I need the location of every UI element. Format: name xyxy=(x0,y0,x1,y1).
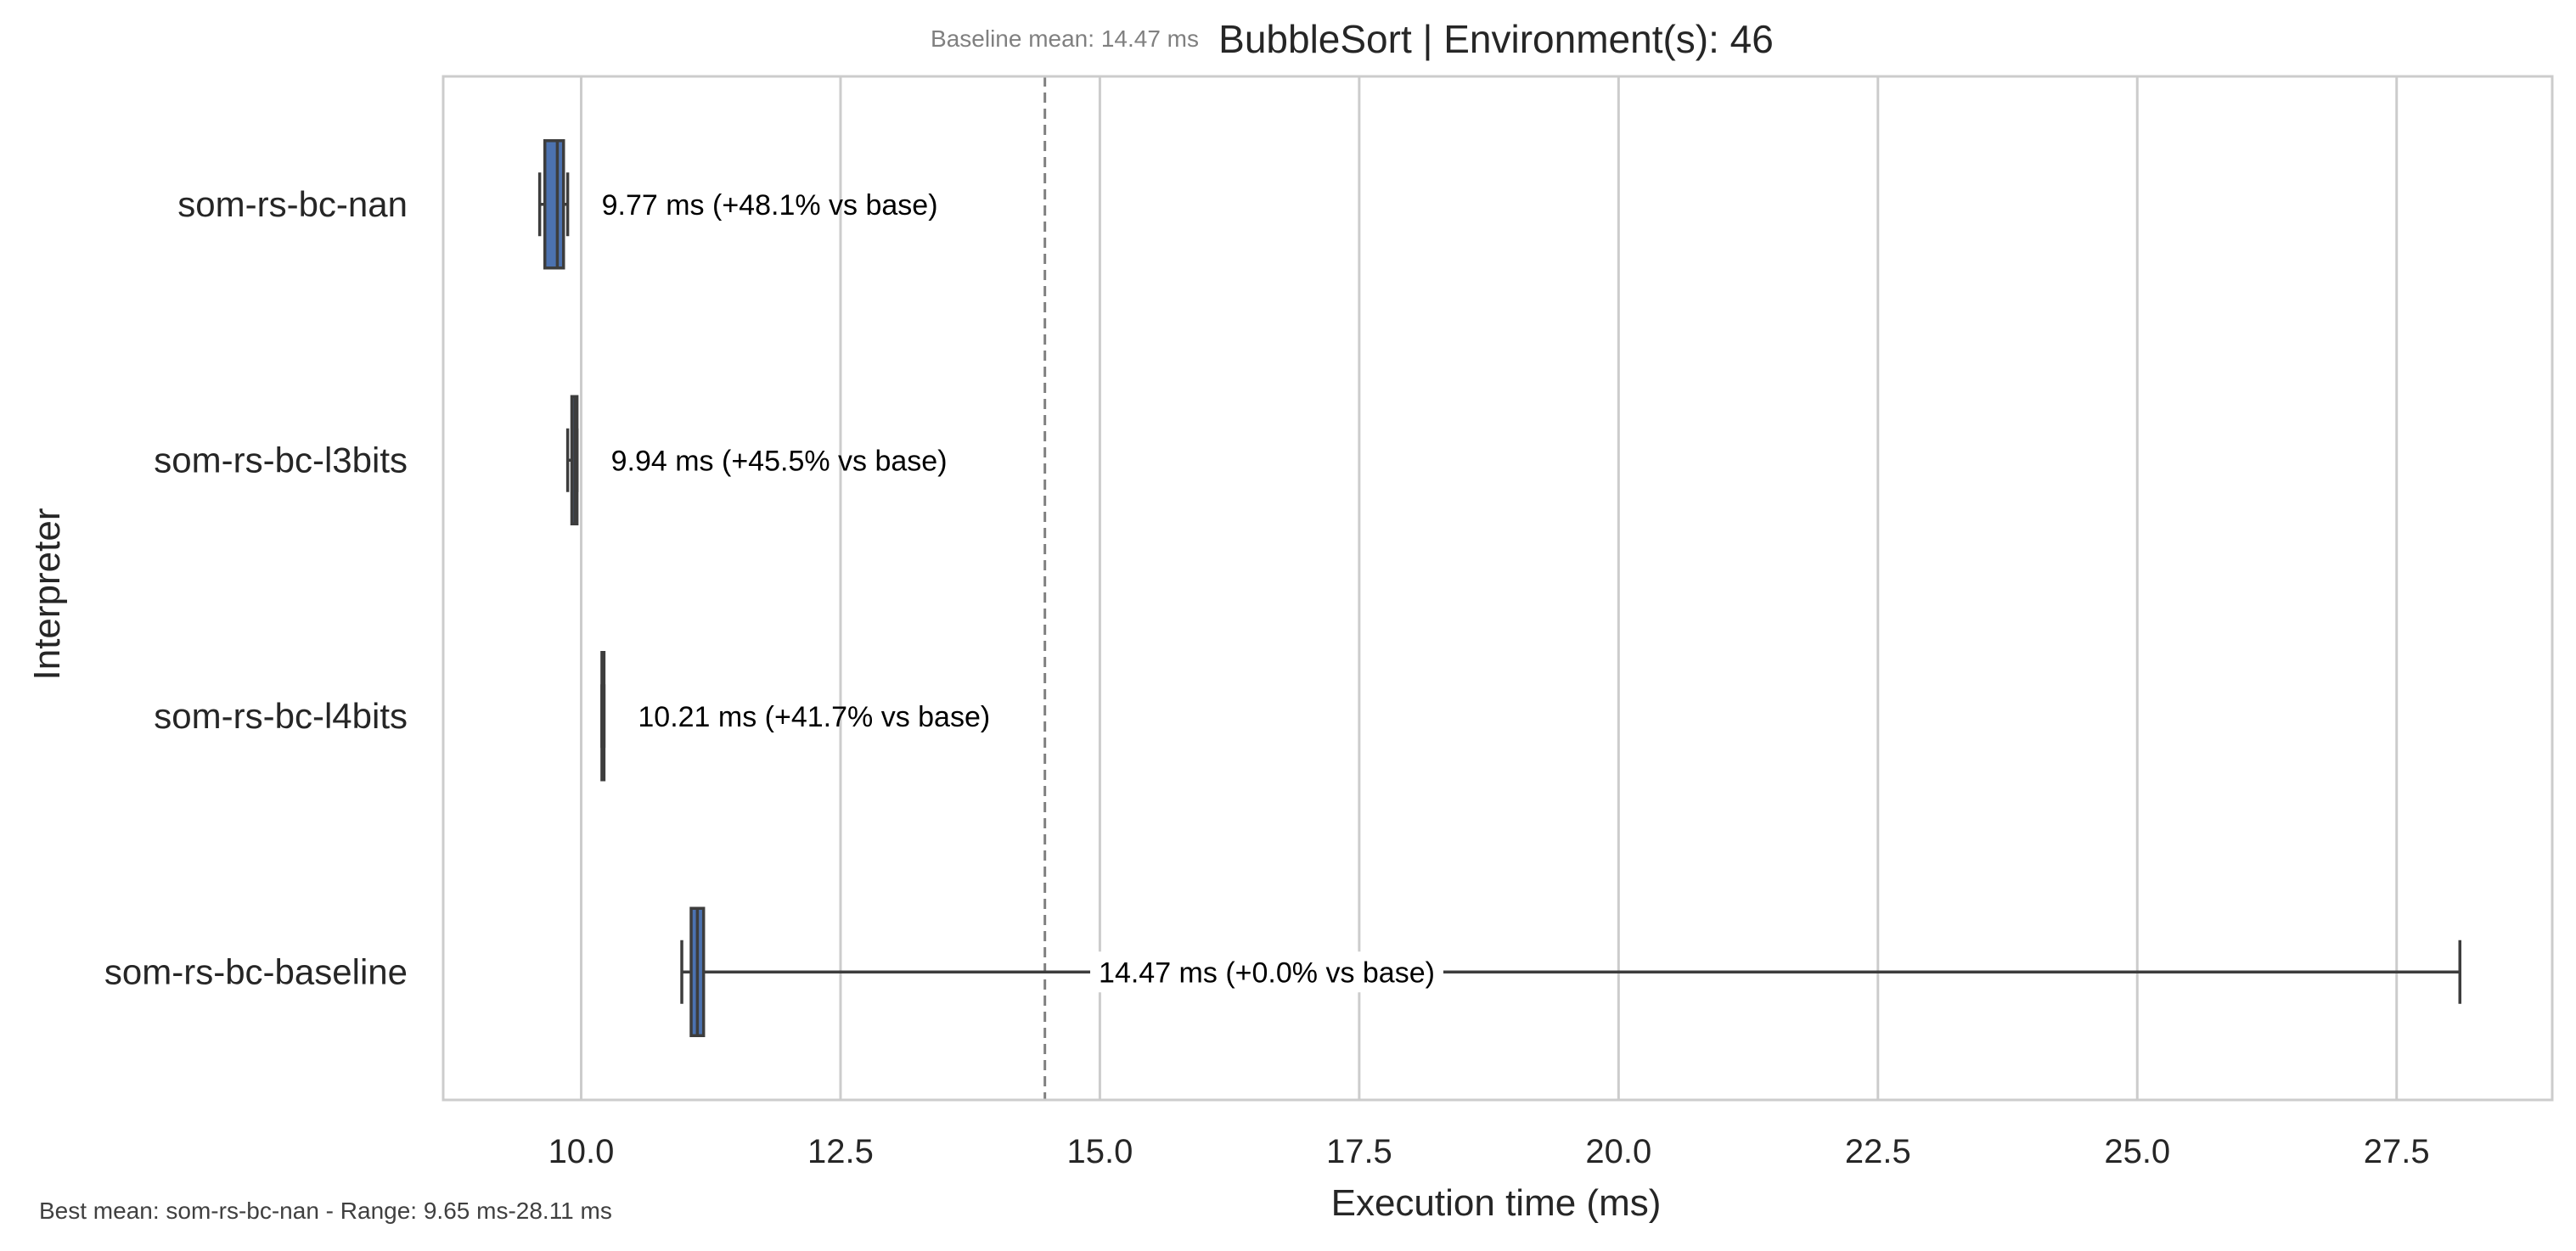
box-body xyxy=(543,139,565,270)
box-som-rs-bc-nan: 9.77 ms (+48.1% vs base) xyxy=(537,139,938,270)
x-tick-label: 10.0 xyxy=(548,1133,615,1170)
y-axis-label: Interpreter xyxy=(26,508,68,681)
x-tick-label: 12.5 xyxy=(807,1133,874,1170)
x-axis-ticks: 10.0 12.5 15.0 17.5 20.0 22.5 25.0 27.5 xyxy=(548,1133,2430,1170)
x-axis-label: Execution time (ms) xyxy=(1331,1182,1662,1224)
box-som-rs-bc-l4bits: 10.21 ms (+41.7% vs base) xyxy=(600,651,990,782)
plot-area: 9.77 ms (+48.1% vs base) 9.94 ms (+45.5% … xyxy=(537,139,2462,1037)
x-tick-label: 15.0 xyxy=(1066,1133,1133,1170)
y-tick-label: som-rs-bc-l4bits xyxy=(154,696,408,736)
annotation-background xyxy=(1090,951,1443,993)
baseline-label: Baseline mean: 14.47 ms xyxy=(931,25,1199,52)
value-annotation: 14.47 ms (+0.0% vs base) xyxy=(1099,956,1435,989)
x-tick-label: 20.0 xyxy=(1585,1133,1651,1170)
x-tick-label: 25.0 xyxy=(2104,1133,2170,1170)
y-tick-label: som-rs-bc-baseline xyxy=(104,951,408,991)
y-axis-ticks: som-rs-bc-nan som-rs-bc-l3bits som-rs-bc-l… xyxy=(104,184,408,992)
x-tick-label: 22.5 xyxy=(1845,1133,1911,1170)
value-annotation: 9.77 ms (+48.1% vs base) xyxy=(602,189,938,222)
footnote: Best mean: som-rs-bc-nan - Range: 9.65 m… xyxy=(39,1198,612,1224)
x-tick-label: 17.5 xyxy=(1326,1133,1392,1170)
value-annotation: 10.21 ms (+41.7% vs base) xyxy=(638,701,990,733)
plot-frame xyxy=(442,75,2554,1102)
box-som-rs-bc-l3bits: 9.94 ms (+45.5% vs base) xyxy=(565,395,948,525)
y-tick-label: som-rs-bc-nan xyxy=(177,184,408,224)
box-som-rs-bc-baseline: 14.47 ms (+0.0% vs base) xyxy=(680,906,2462,1037)
chart-title: BubbleSort | Environment(s): 46 xyxy=(1218,17,1774,61)
x-tick-label: 27.5 xyxy=(2364,1133,2430,1170)
y-tick-label: som-rs-bc-l3bits xyxy=(154,440,408,480)
grid-lines xyxy=(580,76,2399,1100)
value-annotation: 9.94 ms (+45.5% vs base) xyxy=(611,445,948,477)
